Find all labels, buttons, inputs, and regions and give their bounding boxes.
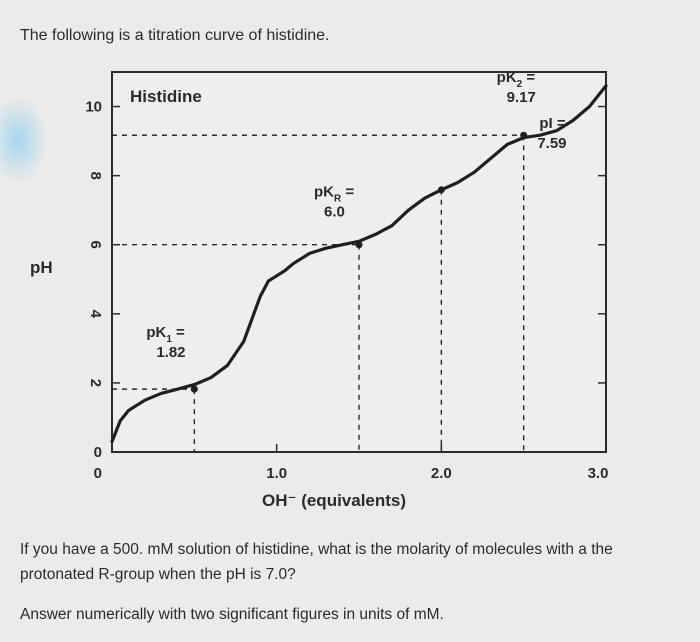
annotation-label: pKR = 6.0 xyxy=(314,184,354,221)
titration-chart: 0 2 4 6 8 10 1.0 2.0 3.0 0 pK1 = 1.82 pKR = 6.0 pI = 7… xyxy=(0,69,609,510)
annotation-label: pI = 7.59 xyxy=(537,115,566,152)
titration-curve xyxy=(110,84,608,444)
equivalence-point xyxy=(190,385,198,393)
y-tick-label: 2 xyxy=(87,379,104,387)
y-tick-label: 6 xyxy=(87,241,104,249)
equivalence-point xyxy=(355,241,363,249)
intro-text: The following is a titration curve of hi… xyxy=(20,27,330,44)
x-tick-label: 3.0 xyxy=(588,465,609,482)
y-tick-label: 10 xyxy=(85,99,102,116)
x-axis-label-text: OH⁻ (equivalents) xyxy=(262,491,406,510)
titration-figure: 0 2 4 6 8 10 1.0 2.0 3.0 0 pK1 = 1.82 pKR = 6.0 pI = 7… xyxy=(0,60,700,530)
answer-instruction: Answer numerically with two significant … xyxy=(20,606,444,623)
question-text: If you have a 500. mM solution of histid… xyxy=(20,541,613,583)
x-tick-label: 1.0 xyxy=(266,465,287,482)
annotation-label: pK2 = 9.17 xyxy=(497,69,536,106)
x-tick-label: 0 xyxy=(94,465,102,482)
chart-title: Histidine xyxy=(130,87,202,106)
glare-mark xyxy=(0,95,48,185)
y-tick-label: 8 xyxy=(87,171,104,179)
x-axis-label: OH⁻ (equivalents) xyxy=(262,491,406,510)
annotation-label: pK1 = 1.82 xyxy=(146,324,185,361)
x-tick-label: 2.0 xyxy=(431,465,452,482)
y-tick-label: 0 xyxy=(94,444,102,461)
equivalence-point xyxy=(520,131,528,139)
equivalence-point xyxy=(437,186,445,194)
y-tick-label: 4 xyxy=(87,310,104,319)
y-axis-label: pH xyxy=(30,258,53,277)
